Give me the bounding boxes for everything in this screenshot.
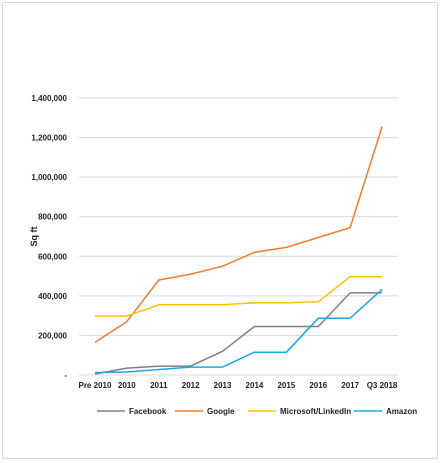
y-tick-label: 800,000 bbox=[38, 213, 67, 222]
series-line-google bbox=[94, 126, 383, 344]
x-tick-label: 2017 bbox=[341, 381, 359, 390]
y-tick-label: 1,200,000 bbox=[31, 134, 67, 143]
legend-label: Amazon bbox=[386, 407, 417, 416]
y-tick-label: 600,000 bbox=[38, 252, 67, 261]
x-tick-label: Pre 2010 bbox=[78, 381, 111, 390]
x-tick-label: 2013 bbox=[214, 381, 232, 390]
chart-frame bbox=[2, 2, 438, 459]
x-tick-label: 2011 bbox=[150, 381, 168, 390]
y-tick-label: 200,000 bbox=[38, 331, 67, 340]
series-lines bbox=[94, 126, 383, 375]
x-tick-label: 2015 bbox=[277, 381, 295, 390]
gridlines bbox=[79, 97, 398, 376]
legend-label: Google bbox=[207, 407, 235, 416]
series-line-facebook bbox=[94, 292, 383, 375]
legend-label: Facebook bbox=[129, 407, 167, 416]
y-tick-label: 400,000 bbox=[38, 292, 67, 301]
x-tick-label: 2010 bbox=[118, 381, 136, 390]
series-line-microsoft-linkedin bbox=[95, 275, 383, 317]
y-tick-label: - bbox=[64, 371, 67, 380]
legend: Facebook Google Microsoft/LinkedIn Amazon bbox=[97, 407, 417, 416]
y-tick-label: 1,400,000 bbox=[31, 94, 67, 103]
x-tick-label: 2012 bbox=[182, 381, 200, 390]
series-line-amazon bbox=[94, 288, 383, 374]
y-tick-label: 1,000,000 bbox=[31, 173, 67, 182]
x-tick-label: Q3 2018 bbox=[367, 381, 398, 390]
y-axis-label: Sq ft bbox=[29, 227, 39, 247]
y-tick-labels: - 200,000 400,000 600,000 800,000 1,000,000 1,… bbox=[31, 94, 67, 380]
x-tick-label: 2016 bbox=[309, 381, 327, 390]
x-tick-label: 2014 bbox=[246, 381, 264, 390]
legend-label: Microsoft/LinkedIn bbox=[280, 407, 351, 416]
x-tick-labels: Pre 2010 2010 2011 2012 2013 2014 2015 2016 2017… bbox=[78, 381, 397, 390]
